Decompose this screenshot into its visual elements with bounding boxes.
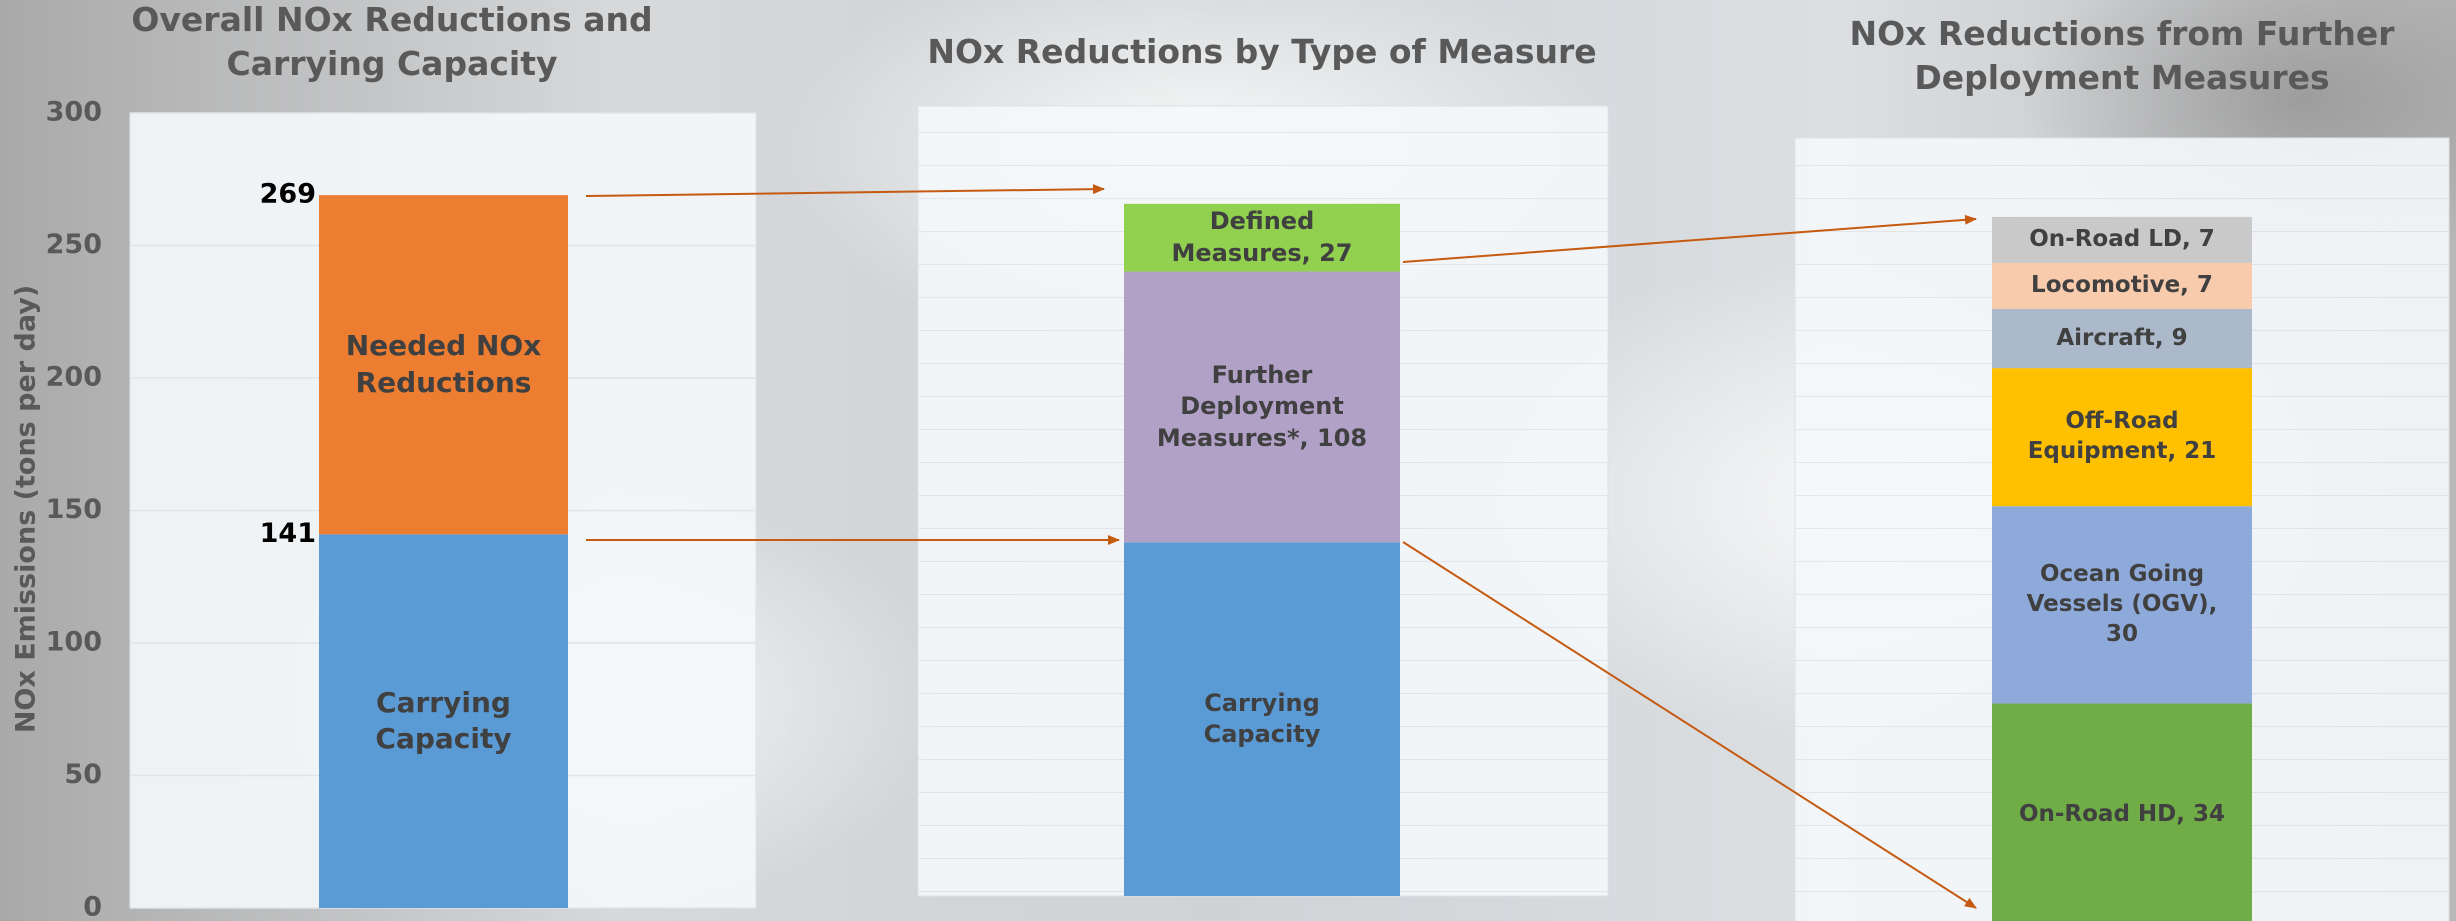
segment-label-box: Carrying Capacity xyxy=(375,685,512,756)
chart-title: Overall NOx Reductions and Carrying Capa… xyxy=(131,0,653,83)
segment-label-box: Locomotive, 7 xyxy=(2031,271,2213,298)
chart-title: NOx Reductions by Type of Measure xyxy=(927,32,1597,71)
chart-title: NOx Reductions from Further Deployment M… xyxy=(1849,14,2395,97)
bar-segment xyxy=(319,195,568,535)
segment-label-box: Defined Measures, 27 xyxy=(1171,207,1353,267)
segment-label: Aircraft, 9 xyxy=(2056,324,2188,351)
chart-title-box: Overall NOx Reductions and Carrying Capa… xyxy=(131,0,653,83)
y-axis-title: NOx Emissions (tons per day) xyxy=(11,285,42,733)
chart-title-box: NOx Reductions from Further Deployment M… xyxy=(1849,14,2395,97)
segment-label: Further Deployment Measures*, 108 xyxy=(1156,361,1368,452)
segment-label-box: On-Road HD, 34 xyxy=(2018,801,2226,828)
charts: Overall NOx Reductions and Carrying Capa… xyxy=(11,0,2450,921)
y-tick-label: 150 xyxy=(46,494,102,525)
y-tick-label: 100 xyxy=(46,627,102,658)
segment-label: Carrying Capacity xyxy=(1203,688,1321,749)
level-label: 269 xyxy=(260,179,316,210)
segment-label: Carrying Capacity xyxy=(375,685,512,756)
bar-segment xyxy=(1992,308,2252,369)
segment-label: Defined Measures, 27 xyxy=(1171,207,1353,267)
y-tick-label: 0 xyxy=(83,892,102,921)
bar-segment xyxy=(1124,542,1400,896)
segment-label: On-Road HD, 34 xyxy=(2018,801,2226,828)
segment-label-box: Further Deployment Measures*, 108 xyxy=(1156,361,1368,452)
bar-segment xyxy=(1992,262,2252,309)
bar-segment xyxy=(1124,203,1400,272)
level-label: 141 xyxy=(260,518,316,549)
y-tick-label: 250 xyxy=(46,229,102,260)
segment-label: On-Road LD, 7 xyxy=(2029,225,2215,252)
segment-label-box: Needed NOx Reductions xyxy=(345,329,542,399)
segment-label: Needed NOx Reductions xyxy=(345,329,542,399)
bar-segment xyxy=(1992,368,2252,507)
bar-segment xyxy=(1124,271,1400,543)
arrow xyxy=(1402,214,1977,263)
y-tick-label: 50 xyxy=(64,759,102,790)
bar-segment xyxy=(1992,216,2252,263)
segment-label: Ocean Going Vessels (OGV), 30 xyxy=(2026,560,2218,647)
connectors xyxy=(585,184,1977,909)
y-tick-label: 200 xyxy=(46,362,102,393)
arrow xyxy=(585,184,1105,197)
segment-label-box: Ocean Going Vessels (OGV), 30 xyxy=(2026,560,2218,647)
segment-label-box: On-Road LD, 7 xyxy=(2029,225,2215,252)
segment-label-box: Off-Road Equipment, 21 xyxy=(2027,408,2217,465)
segment-label: Locomotive, 7 xyxy=(2031,271,2213,298)
segment-label-box: Aircraft, 9 xyxy=(2056,324,2188,351)
segment-label-box: Carrying Capacity xyxy=(1203,688,1321,749)
y-tick-label: 300 xyxy=(46,97,102,128)
bar-segment xyxy=(319,534,568,908)
chart-title-box: NOx Reductions by Type of Measure xyxy=(927,32,1597,71)
segment-label: Off-Road Equipment, 21 xyxy=(2027,408,2217,465)
bar-segment xyxy=(1992,703,2252,921)
arrow xyxy=(1402,541,1977,909)
bar-segment xyxy=(1992,506,2252,704)
